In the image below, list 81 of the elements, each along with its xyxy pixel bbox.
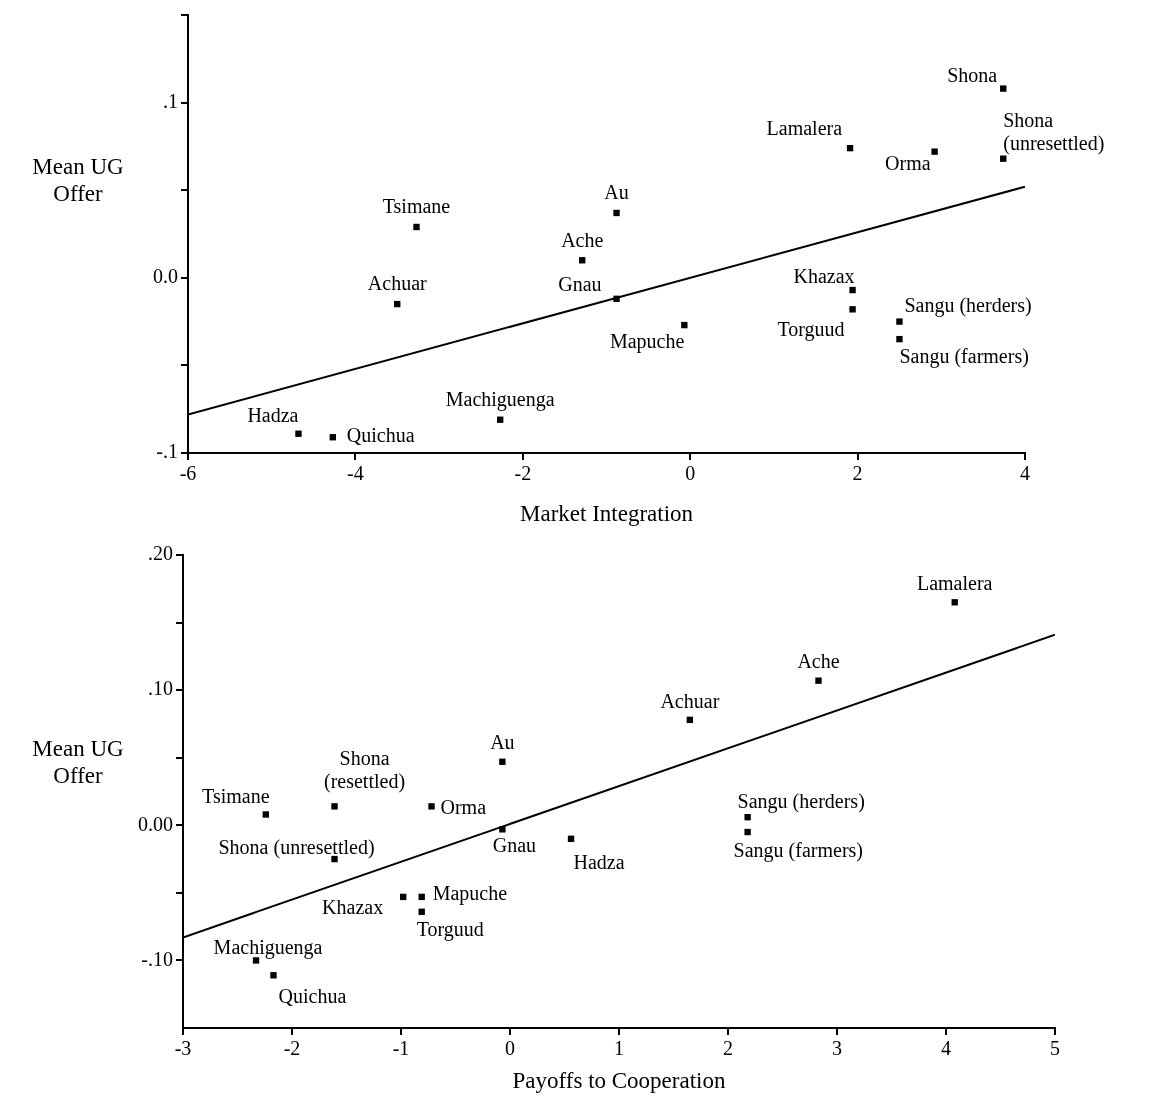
point	[413, 223, 420, 231]
point	[896, 335, 903, 343]
x-tick-label: 3	[832, 1037, 842, 1060]
annotation: Tsimane	[382, 195, 451, 218]
annotation: Mapuche	[432, 882, 508, 906]
annotation: Torguud	[416, 918, 484, 942]
point	[815, 677, 822, 684]
x-tick-label: -2	[514, 462, 532, 485]
y-tick-label: -.1	[156, 440, 178, 463]
y-axis-title: Mean UG Offer	[32, 153, 124, 206]
x-tick-label: 0	[685, 462, 696, 485]
x-tick-label: 4	[1020, 462, 1030, 485]
point	[744, 828, 751, 836]
annotation: Lamalera	[916, 571, 993, 594]
point	[331, 803, 338, 810]
point	[849, 286, 856, 294]
annotation: Shona (resettled)	[323, 747, 406, 794]
annotation: Sangu (farmers)	[733, 839, 864, 863]
y-tick-label: .20	[148, 542, 173, 565]
annotation: Shona (unresettled)	[218, 836, 375, 860]
annotation: Gnau	[558, 273, 602, 296]
x-tick-label: 0	[505, 1037, 515, 1060]
y-tick-label: .10	[148, 677, 173, 700]
x-tick-label: -1	[392, 1037, 410, 1060]
annotation: Lamalera	[766, 117, 843, 140]
point	[499, 826, 506, 833]
x-tick-label: -6	[179, 462, 197, 485]
x-tick-label: 5	[1050, 1037, 1060, 1060]
point	[1000, 85, 1007, 92]
annotation: Khazax	[322, 896, 384, 919]
annotation: Hadza	[573, 851, 625, 874]
annotation: Quichua	[346, 424, 415, 447]
annotation: Shona	[947, 63, 998, 86]
annotation: Ache	[797, 649, 840, 672]
annotation: Machiguenga	[213, 935, 323, 959]
annotation: Machiguenga	[445, 387, 555, 411]
annotation: Au	[490, 731, 515, 754]
y-tick-label: 0.0	[153, 265, 178, 288]
x-tick-label: 4	[941, 1037, 951, 1060]
x-tick-label: 2	[852, 462, 863, 485]
annotation: Sangu (farmers)	[899, 345, 1029, 369]
x-axis-title: Payoffs to Cooperation	[512, 1068, 726, 1094]
annotation: Shona (unresettled)	[1003, 109, 1105, 156]
annotation: Hadza	[247, 403, 299, 426]
annotation: Mapuche	[609, 330, 685, 354]
annotation: Orma	[440, 795, 487, 818]
annotation: Orma	[885, 151, 931, 174]
y-tick-label: .1	[163, 89, 178, 112]
annotation: Tsimane	[202, 784, 270, 807]
point	[1000, 155, 1007, 162]
x-tick-label: -2	[283, 1037, 301, 1060]
annotation: Achuar	[660, 690, 720, 713]
point	[931, 148, 938, 155]
annotation: Achuar	[367, 272, 428, 295]
point	[613, 209, 620, 217]
x-tick-label: 1	[614, 1037, 624, 1060]
point	[499, 758, 506, 765]
point	[681, 321, 688, 329]
point	[744, 814, 751, 821]
point	[849, 306, 856, 313]
x-tick-label: -4	[347, 462, 364, 485]
point	[613, 295, 620, 303]
x-tick-label: 2	[723, 1037, 733, 1060]
annotation: Torguud	[777, 317, 845, 341]
annotation: Quichua	[278, 984, 347, 1007]
x-axis-title: Market Integration	[519, 501, 694, 527]
point	[262, 811, 270, 818]
point	[295, 430, 302, 437]
annotation: Sangu (herders)	[904, 293, 1032, 317]
point	[428, 803, 435, 810]
annotation: Au	[604, 181, 629, 204]
annotation: Ache	[561, 228, 604, 251]
y-tick-label: 0.00	[138, 812, 173, 835]
x-tick-label: -3	[174, 1037, 192, 1060]
annotation: Sangu (herders)	[737, 790, 865, 814]
y-tick-label: -.10	[141, 947, 173, 970]
y-axis-title: Mean UG Offer	[32, 735, 124, 788]
annotation: Khazax	[793, 265, 855, 288]
point	[270, 972, 277, 979]
point	[896, 318, 903, 325]
annotation: Gnau	[492, 833, 537, 856]
